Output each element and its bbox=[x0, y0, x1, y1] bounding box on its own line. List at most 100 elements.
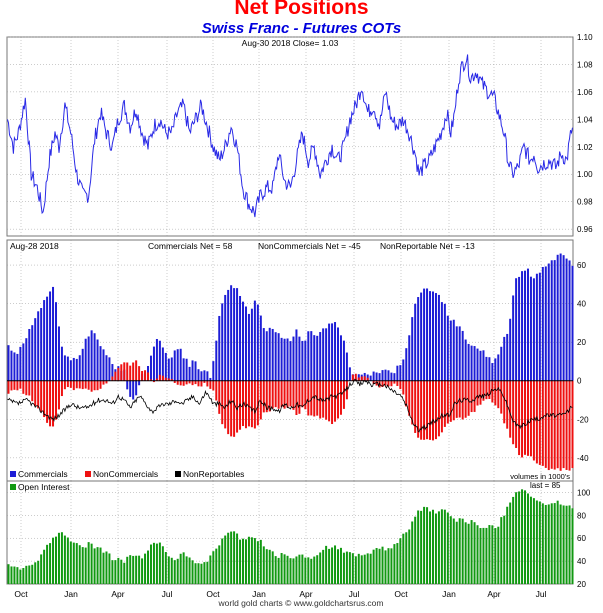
nonreportables-line bbox=[7, 378, 573, 433]
x-tick-label: Oct bbox=[394, 589, 408, 599]
commercials-bar bbox=[429, 291, 432, 381]
commercials-bar bbox=[310, 331, 313, 381]
commercials-bar bbox=[132, 380, 135, 400]
open-interest-bar bbox=[455, 521, 458, 584]
noncommercials-bar bbox=[559, 380, 562, 471]
commercials-bar bbox=[529, 276, 532, 381]
commercials-bar bbox=[102, 349, 105, 381]
commercials-bar bbox=[345, 352, 348, 381]
open-interest-bar bbox=[304, 557, 307, 584]
open-interest-bar bbox=[176, 558, 179, 584]
commercials-bar bbox=[289, 341, 292, 381]
noncommercials-bar bbox=[49, 380, 52, 427]
oi-ytick-label: 20 bbox=[577, 580, 586, 589]
commercials-bar bbox=[286, 338, 289, 381]
noncommercials-bar bbox=[84, 380, 87, 389]
commercials-bar bbox=[87, 336, 90, 381]
net-ytick-label: 40 bbox=[577, 300, 586, 309]
open-interest-bar bbox=[161, 546, 164, 584]
open-interest-bar bbox=[319, 552, 322, 584]
commercials-bar bbox=[497, 354, 500, 381]
commercials-bar bbox=[108, 357, 111, 381]
noncommercials-bar bbox=[256, 380, 259, 426]
noncommercials-bar bbox=[289, 380, 292, 407]
open-interest-bar bbox=[443, 509, 446, 584]
price-panel-frame bbox=[6, 36, 574, 237]
open-interest-bar bbox=[28, 565, 31, 584]
noncommercials-bar bbox=[78, 380, 81, 389]
open-interest-bar bbox=[538, 501, 541, 584]
noncommercials-bar bbox=[230, 380, 233, 437]
commercials-bar bbox=[185, 358, 188, 381]
commercials-bar bbox=[491, 363, 494, 381]
commercials-bar bbox=[446, 315, 449, 381]
noncommercials-bar bbox=[52, 380, 55, 427]
commercials-bar bbox=[301, 340, 304, 381]
open-interest-bar bbox=[123, 562, 126, 584]
open-interest-bar bbox=[277, 557, 280, 584]
noncommercials-bar bbox=[233, 380, 236, 437]
x-tick-label: Apr bbox=[487, 589, 500, 599]
open-interest-bar bbox=[141, 558, 144, 584]
noncommercials-bar bbox=[503, 380, 506, 424]
noncommercials-bar bbox=[384, 380, 387, 386]
commercials-bar bbox=[515, 278, 518, 381]
commercials-bar bbox=[431, 291, 434, 381]
noncommercials-bar bbox=[138, 366, 141, 381]
open-interest-bar bbox=[521, 489, 524, 584]
price-ytick-label: 0.98 bbox=[577, 198, 593, 207]
open-interest-bar bbox=[307, 557, 310, 584]
commercials-bar bbox=[461, 330, 464, 381]
noncommercials-bar bbox=[209, 380, 212, 389]
commercials-bar bbox=[170, 357, 173, 381]
commercials-bar bbox=[215, 340, 218, 381]
noncommercials-bar bbox=[164, 377, 167, 381]
open-interest-bar bbox=[135, 555, 138, 584]
open-interest-bar bbox=[390, 548, 393, 584]
open-interest-bar bbox=[402, 533, 405, 584]
open-interest-bar bbox=[298, 554, 301, 584]
commercials-bar bbox=[259, 315, 262, 381]
price-line bbox=[7, 54, 573, 218]
open-interest-bar bbox=[446, 512, 449, 584]
noncommercials-bar bbox=[75, 380, 78, 389]
commercials-bar bbox=[348, 367, 351, 381]
commercials-bar bbox=[342, 340, 345, 381]
noncommercials-bar bbox=[182, 380, 185, 386]
open-interest-bar bbox=[242, 538, 245, 584]
price-ytick-label: 1.06 bbox=[577, 88, 593, 97]
open-interest-bar bbox=[144, 553, 147, 584]
noncommercials-bar bbox=[547, 380, 550, 471]
noncommercials-bar bbox=[268, 380, 271, 412]
noncommercials-bar bbox=[411, 380, 414, 425]
noncommercials-bar bbox=[167, 378, 170, 381]
open-interest-bar bbox=[244, 539, 247, 584]
open-interest-bar bbox=[179, 553, 182, 584]
commercials-bar bbox=[331, 323, 334, 381]
open-interest-bar bbox=[562, 505, 565, 584]
commercials-bar bbox=[458, 326, 461, 381]
open-interest-bar bbox=[485, 527, 488, 584]
open-interest-bar bbox=[497, 526, 500, 584]
open-interest-bar bbox=[96, 547, 99, 584]
commercials-bar bbox=[265, 331, 268, 381]
commercials-bar bbox=[161, 347, 164, 381]
commercials-bar bbox=[22, 343, 25, 381]
open-interest-bar bbox=[10, 566, 13, 584]
commercials-bar bbox=[158, 340, 161, 381]
commercials-bar bbox=[488, 357, 491, 381]
open-interest-bar bbox=[206, 561, 209, 584]
noncommercials-net-label: NonCommercials Net = -45 bbox=[258, 241, 361, 251]
noncommercials-bar bbox=[99, 380, 102, 389]
noncommercials-bar bbox=[147, 372, 150, 381]
open-interest-bar bbox=[167, 556, 170, 584]
open-interest-bar bbox=[40, 554, 43, 584]
commercials-bar bbox=[494, 358, 497, 381]
commercials-bar bbox=[34, 318, 37, 381]
noncommercials-bar bbox=[434, 380, 437, 440]
commercials-bar bbox=[565, 258, 568, 381]
noncommercials-bar bbox=[31, 380, 34, 402]
commercials-bar bbox=[518, 276, 521, 381]
commercials-bar bbox=[372, 371, 375, 381]
commercials-bar bbox=[437, 294, 440, 381]
